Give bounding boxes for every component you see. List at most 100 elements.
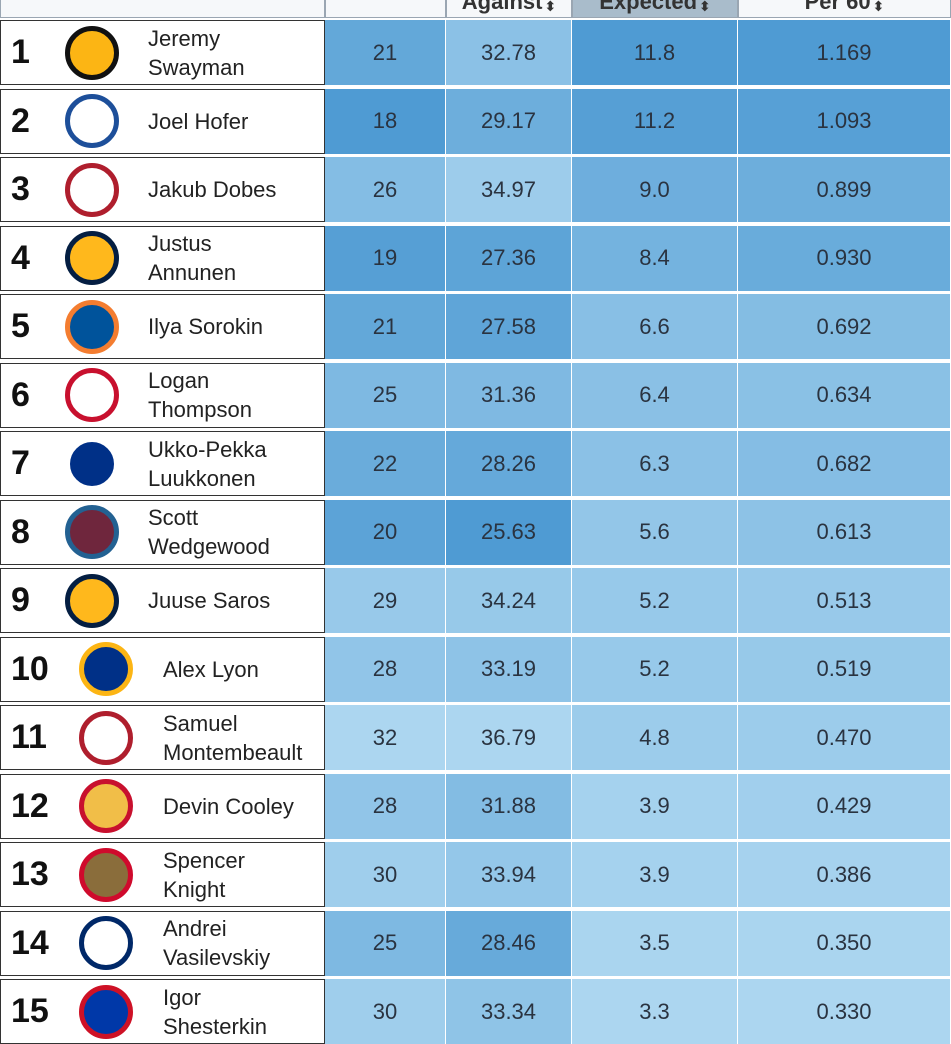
player-name: Alex Lyon xyxy=(163,656,259,682)
sort-icon[interactable]: ⬍ xyxy=(544,0,557,14)
player-cell: 2 Joel Hofer xyxy=(0,88,325,154)
player-name: Ilya Sorokin xyxy=(148,314,263,339)
stat-cell: 33.94 xyxy=(446,842,572,907)
player-name: Juuse Saros xyxy=(148,588,271,613)
stat-cell: 6.4 xyxy=(572,362,738,428)
stat-cell: 30 xyxy=(325,979,446,1044)
stat-cell: 18 xyxy=(325,88,446,154)
stat-cell: 31.36 xyxy=(446,362,572,428)
stat-cell: 29.17 xyxy=(446,88,572,154)
rank: 13 xyxy=(11,855,49,893)
rank: 4 xyxy=(11,238,30,277)
player-name: Joel Hofer xyxy=(148,108,249,134)
player-cell: 8 Scott Wedgewood xyxy=(0,499,325,565)
stat-cell: 32.78 xyxy=(446,20,572,85)
stat-cell: 0.470 xyxy=(738,705,951,770)
player-name: Scott Wedgewood xyxy=(148,505,270,559)
stat-cell: 0.899 xyxy=(738,157,951,222)
stat-cell: 20 xyxy=(325,499,446,565)
header-text: Against xyxy=(461,0,543,14)
team-logo xyxy=(79,642,133,696)
stat-cell: 0.429 xyxy=(738,773,951,839)
team-logo xyxy=(65,436,119,491)
player-cell: 6 Logan Thompson xyxy=(0,362,325,428)
rank: 1 xyxy=(11,33,30,71)
player-name: Igor Shesterkin xyxy=(163,984,267,1039)
player-name: Jakub Dobes xyxy=(148,177,277,202)
player-name: Justus Annunen xyxy=(148,231,237,285)
stat-cell: 5.6 xyxy=(572,499,738,565)
player-name: Logan Thompson xyxy=(148,368,252,422)
stat-cell: 27.58 xyxy=(446,294,572,359)
stat-cell: 0.350 xyxy=(738,910,951,976)
stat-cell: 0.386 xyxy=(738,842,951,907)
stat-cell: 28.46 xyxy=(446,910,572,976)
player-cell: 14 Andrei Vasilevskiy xyxy=(0,910,325,976)
player-cell: 15 Igor Shesterkin xyxy=(0,979,325,1044)
player-cell: 12 Devin Cooley xyxy=(0,773,325,839)
stat-cell: 0.634 xyxy=(738,362,951,428)
sort-icon[interactable]: ⬍ xyxy=(872,0,885,14)
stat-cell: 25 xyxy=(325,910,446,976)
team-logo xyxy=(65,368,119,422)
team-logo xyxy=(65,573,119,628)
header-cell[interactable]: Per 60 ⬍ xyxy=(738,0,951,18)
rank: 10 xyxy=(11,649,49,688)
player-name: Spencer Knight xyxy=(163,847,245,902)
rank: 6 xyxy=(11,375,30,414)
player-cell: 3 Jakub Dobes xyxy=(0,157,325,222)
header-text: Per 60 xyxy=(804,0,871,14)
stat-cell: 21 xyxy=(325,20,446,85)
team-logo xyxy=(79,916,133,970)
stat-cell: 25.63 xyxy=(446,499,572,565)
stat-cell: 4.8 xyxy=(572,705,738,770)
team-logo xyxy=(79,710,133,765)
team-logo xyxy=(65,94,119,148)
team-logo xyxy=(65,231,119,285)
player-cell: 5 Ilya Sorokin xyxy=(0,294,325,359)
stat-cell: 3.3 xyxy=(572,979,738,1044)
stat-cell: 25 xyxy=(325,362,446,428)
stat-cell: 5.2 xyxy=(572,636,738,702)
player-name: Andrei Vasilevskiy xyxy=(163,916,271,970)
stat-cell: 5.2 xyxy=(572,568,738,633)
stat-cell: 29 xyxy=(325,568,446,633)
stat-cell: 0.692 xyxy=(738,294,951,359)
team-logo xyxy=(65,162,119,217)
header-text: Expected xyxy=(599,0,698,14)
player-name: Samuel Montembeault xyxy=(163,710,303,765)
stat-cell: 3.5 xyxy=(572,910,738,976)
player-name: Ukko-Pekka Luukkonen xyxy=(148,436,267,491)
stat-cell: 0.613 xyxy=(738,499,951,565)
stat-cell: 3.9 xyxy=(572,773,738,839)
rank: 11 xyxy=(11,718,47,756)
stat-cell: 33.34 xyxy=(446,979,572,1044)
team-logo xyxy=(65,299,119,354)
stat-cell: 21 xyxy=(325,294,446,359)
rank: 7 xyxy=(11,444,30,482)
stat-cell: 22 xyxy=(325,431,446,496)
team-logo xyxy=(79,847,133,902)
rank: 5 xyxy=(11,307,30,345)
stat-cell: 0.930 xyxy=(738,225,951,291)
rank: 3 xyxy=(11,170,30,208)
rank: 15 xyxy=(11,992,49,1030)
stat-cell: 19 xyxy=(325,225,446,291)
header-cell[interactable]: Expected ⬍ xyxy=(572,0,738,18)
stat-cell: 28.26 xyxy=(446,431,572,496)
player-cell: 9 Juuse Saros xyxy=(0,568,325,633)
header-cell xyxy=(325,0,446,18)
player-cell: 13 Spencer Knight xyxy=(0,842,325,907)
player-cell: 4 Justus Annunen xyxy=(0,225,325,291)
sort-icon[interactable]: ⬍ xyxy=(699,0,711,14)
stat-cell: 0.330 xyxy=(738,979,951,1044)
header-cell[interactable]: Against ⬍ xyxy=(446,0,572,18)
stat-cell: 27.36 xyxy=(446,225,572,291)
stat-cell: 34.97 xyxy=(446,157,572,222)
stat-cell: 31.88 xyxy=(446,773,572,839)
player-cell: 11 Samuel Montembeault xyxy=(0,705,325,770)
stat-cell: 26 xyxy=(325,157,446,222)
player-cell: 1 Jeremy Swayman xyxy=(0,20,325,85)
rank: 14 xyxy=(11,923,49,962)
